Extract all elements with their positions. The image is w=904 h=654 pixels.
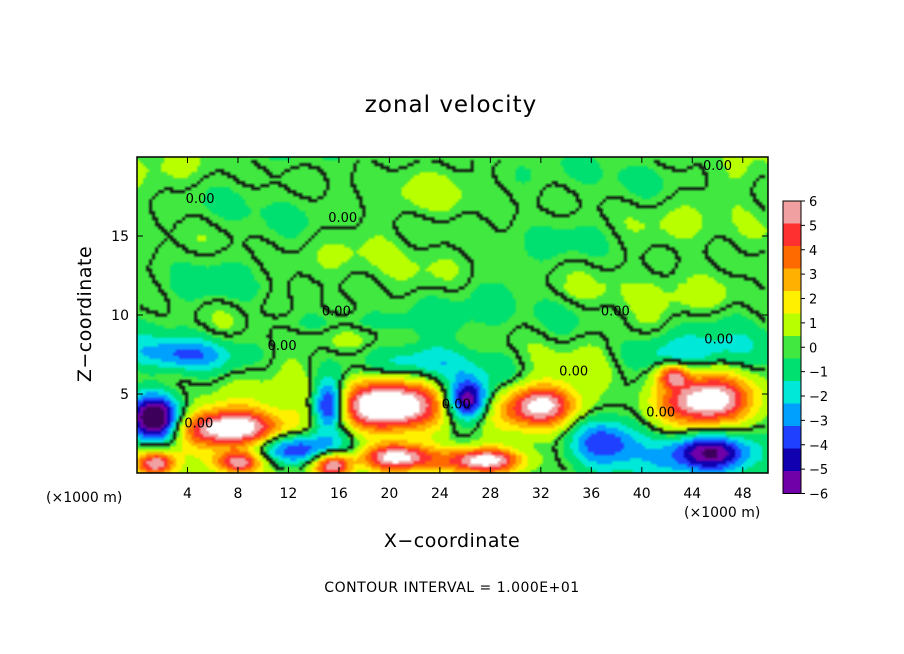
colorbar-label: −4 [809, 439, 828, 454]
x-tick-label: 20 [380, 486, 398, 502]
colorbar-label: 0 [809, 341, 817, 356]
contour-label: 0.00 [442, 397, 471, 412]
colorbar-swatch [783, 201, 801, 224]
colorbar-label: 1 [809, 317, 817, 332]
colorbar-swatch [783, 291, 801, 314]
colorbar-swatch [783, 403, 801, 427]
x-tick-label: 28 [481, 486, 499, 502]
plot-area: 0.00 0.00 0.00 0.00 0.00 0.00 0.00 0.00 0.00 0.00… [136, 156, 769, 474]
colorbar-label: −2 [809, 390, 828, 405]
contour-label: 0.00 [186, 192, 215, 207]
velocity-field-heatmap [137, 157, 768, 473]
colorbar-swatch [783, 313, 801, 337]
y-tick-label: 15 [111, 229, 129, 245]
colorbar-swatch [783, 336, 801, 359]
contour-label: 0.00 [559, 364, 588, 379]
colorbar-swatch [783, 223, 801, 247]
colorbar-swatch [783, 426, 801, 449]
colorbar-swatch [783, 471, 801, 494]
colorbar-swatch [783, 358, 801, 382]
colorbar-swatch [783, 246, 801, 269]
contour-label: 0.00 [328, 211, 357, 226]
x-tick-label: 32 [532, 486, 550, 502]
colorbar-swatch [783, 268, 801, 292]
y-tick-label: 5 [120, 387, 129, 403]
colorbar-swatch [783, 381, 801, 404]
colorbar-label: −5 [809, 463, 828, 478]
x-axis-title: X−coordinate [384, 530, 520, 552]
x-tick-label: 4 [183, 486, 192, 502]
y-tick-label: 10 [111, 308, 129, 324]
colorbar-label: −1 [809, 366, 828, 381]
colorbar: 6 5 4 3 2 1 0 −1 −2 −3 −4 −5 −6 [782, 195, 828, 503]
contour-label: 0.00 [184, 416, 213, 431]
chart-title: zonal velocity [365, 92, 537, 118]
contour-label: 0.00 [322, 304, 351, 319]
x-tick-label: 24 [431, 486, 449, 502]
x-unit-label-right: (×1000 m) [684, 505, 760, 521]
x-axis: 4 8 12 16 20 24 28 32 36 40 44 48 [183, 157, 752, 502]
x-unit-label: (×1000 m) [46, 490, 122, 506]
contour-interval-note: CONTOUR INTERVAL = 1.000E+01 [324, 580, 579, 596]
colorbar-label: 6 [809, 195, 817, 210]
contour-label: 0.00 [703, 159, 732, 174]
y-axis: 5 10 15 [111, 229, 768, 403]
colorbar-swatch [783, 448, 801, 472]
x-tick-label: 40 [633, 486, 651, 502]
x-tick-label: 8 [233, 486, 242, 502]
colorbar-label: 5 [809, 219, 817, 234]
colorbar-label: 3 [809, 268, 817, 283]
colorbar-label: 4 [809, 244, 817, 259]
x-tick-label: 16 [330, 486, 348, 502]
contour-labels: 0.00 0.00 0.00 0.00 0.00 0.00 0.00 0.00 0.00 0.00… [184, 159, 733, 432]
y-axis-title: Z−coordinate [74, 246, 96, 382]
contour-label: 0.00 [601, 304, 630, 319]
colorbar-label: −6 [809, 488, 828, 503]
x-tick-label: 44 [683, 486, 701, 502]
x-tick-label: 36 [582, 486, 600, 502]
colorbar-label: 2 [809, 293, 817, 308]
contour-label: 0.00 [646, 405, 675, 420]
contour-label: 0.00 [704, 333, 733, 348]
contour-label: 0.00 [268, 339, 297, 354]
colorbar-label: −3 [809, 414, 828, 429]
x-tick-label: 48 [734, 486, 752, 502]
x-tick-label: 12 [280, 486, 298, 502]
